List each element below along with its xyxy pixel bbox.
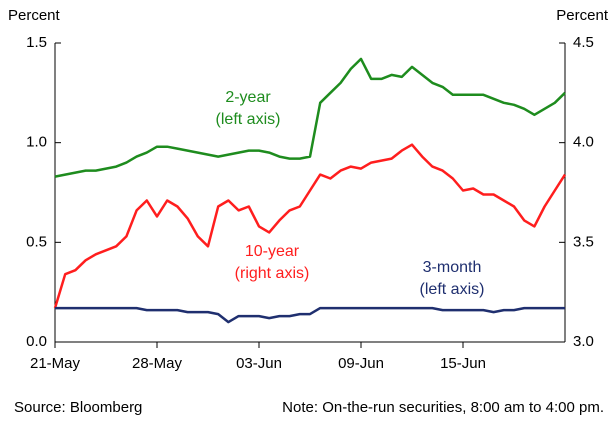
- y-tick-label: 0.5: [26, 233, 47, 250]
- y2-tick-label: 4.5: [573, 34, 594, 51]
- note: Note: On-the-run securities, 8:00 am to …: [282, 399, 604, 416]
- series-axis-note: (right axis): [235, 265, 310, 282]
- x-tick-label: 09-Jun: [338, 355, 384, 372]
- x-tick-label: 28-May: [132, 355, 183, 372]
- series-label: 10-year: [245, 243, 300, 260]
- y-tick-label: 1.0: [26, 134, 47, 151]
- x-tick-label: 15-Jun: [440, 355, 486, 372]
- x-tick-label: 21-May: [30, 355, 81, 372]
- series-line: [55, 306, 565, 324]
- source: Source: Bloomberg: [14, 399, 142, 416]
- series-axis-note: (left axis): [216, 111, 281, 128]
- series-line: [53, 143, 567, 309]
- x-tick-label: 03-Jun: [236, 355, 282, 372]
- left-axis-label: Percent: [8, 7, 61, 24]
- series-line: [54, 57, 566, 178]
- right-axis-label: Percent: [556, 7, 609, 24]
- series-label: 2-year: [225, 89, 271, 106]
- y2-tick-label: 3.5: [573, 233, 594, 250]
- series-label: 3-month: [423, 259, 482, 276]
- y-tick-label: 1.5: [26, 34, 47, 51]
- series-axis-note: (left axis): [420, 281, 485, 298]
- y2-tick-label: 4.0: [573, 134, 594, 151]
- y2-tick-label: 3.0: [573, 333, 594, 350]
- y-tick-label: 0.0: [26, 333, 47, 350]
